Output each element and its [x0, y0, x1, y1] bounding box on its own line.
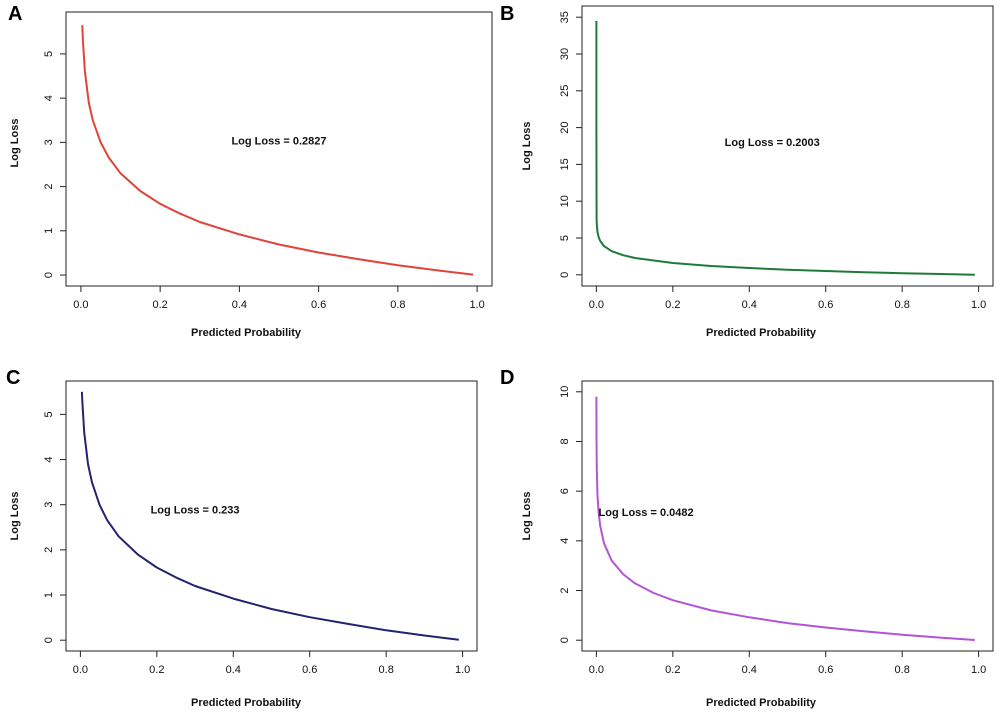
x-tick-label: 0.6: [818, 299, 833, 311]
panel-d: D 0.0 0.2 0.4 0.6 0.8 1.0 0 2 4 6 8 10 Predicted Prob…: [500, 367, 994, 709]
plot-frame: [65, 380, 478, 652]
y-tick-label: 4: [43, 95, 55, 101]
y-tick-label: 1: [43, 228, 55, 234]
x-axis-title: Predicted Probability: [191, 697, 302, 709]
x-tick-label: 0.2: [149, 664, 164, 676]
log-loss-curve: [80, 391, 459, 641]
log-loss-annotation: Log Loss = 0.2827: [231, 136, 326, 148]
log-loss-annotation: Log Loss = 0.0482: [599, 507, 694, 519]
y-tick-label: 5: [43, 51, 55, 57]
y-axis-title: Log Loss: [521, 492, 533, 541]
x-tick-label: 0.8: [895, 664, 910, 676]
x-tick-label: 0.2: [665, 664, 680, 676]
panel-b: B 0.0 0.2 0.4 0.6 0.8 1.0 0 5 10 15 20 25 30 35 Predict…: [500, 3, 994, 339]
y-tick-label: 5: [559, 235, 571, 241]
y-tick-label: 15: [559, 158, 571, 170]
x-tick-label: 0.4: [742, 299, 757, 311]
y-tick-label: 3: [43, 502, 55, 508]
y-tick-label: 2: [43, 547, 55, 553]
y-tick-label: 25: [559, 85, 571, 97]
panel-letter: D: [500, 367, 514, 389]
y-tick-label: 35: [559, 11, 571, 23]
x-tick-label: 0.8: [895, 299, 910, 311]
x-tick-label: 0.4: [232, 299, 247, 311]
y-axis-title: Log Loss: [9, 492, 21, 541]
y-tick-label: 0: [43, 637, 55, 643]
x-tick-label: 0.2: [152, 299, 167, 311]
panel-letter: B: [500, 3, 514, 25]
x-tick-label: 0.6: [311, 299, 326, 311]
x-tick-label: 1.0: [469, 299, 484, 311]
x-tick-label: 0.8: [379, 664, 394, 676]
panel-letter: A: [8, 3, 22, 25]
y-tick-label: 1: [43, 592, 55, 598]
y-tick-label: 0: [559, 272, 571, 278]
y-tick-label: 30: [559, 48, 571, 60]
x-tick-label: 1.0: [971, 664, 986, 676]
y-tick-label: 20: [559, 121, 571, 133]
y-tick-label: 5: [43, 411, 55, 417]
log-loss-curve: [81, 25, 474, 276]
y-tick-label: 2: [559, 587, 571, 593]
x-tick-label: 0.6: [818, 664, 833, 676]
panel-a: A 0.0 0.2 0.4 0.6 0.8 1.0 0 1 2 3 4 5 Predicted Proba…: [8, 3, 493, 339]
x-axis-title: Predicted Probability: [706, 327, 817, 339]
x-tick-label: 0.4: [742, 664, 757, 676]
x-axis-title: Predicted Probability: [706, 697, 817, 709]
y-tick-label: 6: [559, 488, 571, 494]
panel-c: C 0.0 0.2 0.4 0.6 0.8 1.0 0 1 2 3 4 5 Predicted Proba…: [6, 367, 478, 709]
x-tick-label: 0.6: [302, 664, 317, 676]
log-loss-curve: [595, 396, 975, 641]
x-tick-label: 1.0: [455, 664, 470, 676]
x-tick-label: 0.8: [390, 299, 405, 311]
x-tick-label: 0.0: [73, 664, 88, 676]
y-tick-label: 3: [43, 139, 55, 145]
plot-frame: [581, 380, 994, 652]
x-tick-label: 0.0: [589, 664, 604, 676]
log-loss-curve: [595, 20, 975, 276]
x-tick-label: 0.4: [226, 664, 241, 676]
y-tick-label: 0: [43, 272, 55, 278]
plot-frame: [65, 11, 493, 287]
y-tick-label: 2: [43, 184, 55, 190]
y-tick-label: 10: [559, 195, 571, 207]
x-axis-title: Predicted Probability: [191, 327, 302, 339]
x-tick-label: 0.2: [665, 299, 680, 311]
x-tick-label: 0.0: [73, 299, 88, 311]
log-loss-annotation: Log Loss = 0.233: [151, 505, 240, 517]
x-tick-label: 1.0: [971, 299, 986, 311]
x-tick-label: 0.0: [589, 299, 604, 311]
log-loss-annotation: Log Loss = 0.2003: [725, 137, 820, 149]
y-tick-label: 8: [559, 438, 571, 444]
y-tick-label: 10: [559, 386, 571, 398]
y-axis-title: Log Loss: [521, 122, 533, 171]
y-axis-title: Log Loss: [9, 119, 21, 168]
y-tick-label: 4: [559, 538, 571, 544]
y-tick-label: 0: [559, 637, 571, 643]
plot-frame: [581, 5, 994, 287]
y-tick-label: 4: [43, 456, 55, 462]
panel-letter: C: [6, 367, 20, 389]
